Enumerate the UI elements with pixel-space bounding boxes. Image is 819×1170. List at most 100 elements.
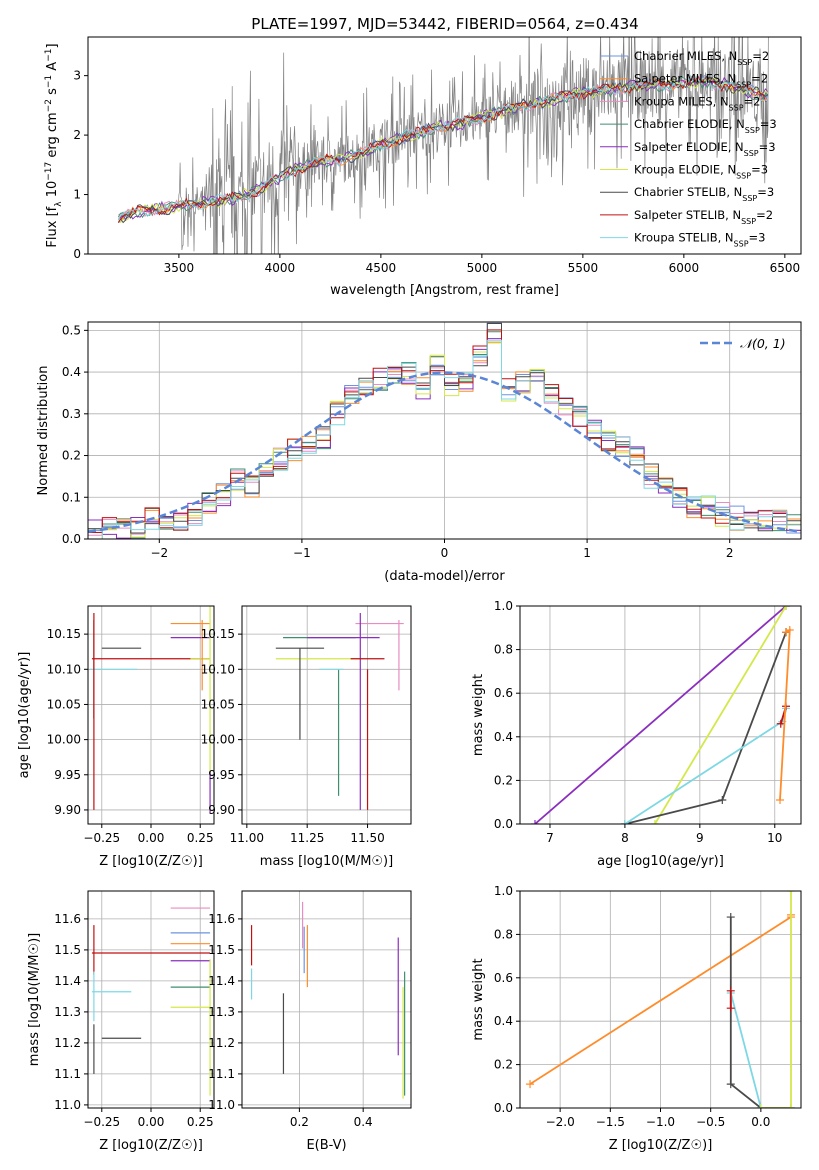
y-tick-label: 0.6 <box>494 971 513 985</box>
x-tick-label: 0.25 <box>187 1115 214 1129</box>
plot-area <box>88 322 801 539</box>
weight-marker <box>726 986 735 995</box>
x-tick-label: 2 <box>726 546 734 560</box>
x-tick-label: 8 <box>621 831 629 845</box>
y-axis-label: Normed distribution <box>36 366 51 496</box>
y-tick-label: 9.95 <box>208 768 235 782</box>
legend-nssp: =2 <box>744 94 761 108</box>
data-spectrum <box>118 37 769 254</box>
mass-vs-ebv-panel: 0.2 0.4 11.0 11.1 11.2 11.3 11.4 11.5 11.6 E(B-V) <box>208 890 412 1153</box>
legend-label: Chabrier STELIB, NSSP=3 <box>634 185 774 203</box>
y-tick-label: 11.4 <box>54 974 81 988</box>
legend-name: Salpeter ELODIE, N <box>634 140 744 154</box>
x-axis-label: Z [log10(Z/Z☉)] <box>609 1138 713 1153</box>
y-tick-label: 11.3 <box>54 1005 81 1019</box>
y-tick-label: 11.0 <box>208 1098 235 1112</box>
legend-sub: SSP <box>745 126 760 135</box>
x-tick-label: 11.25 <box>290 831 324 845</box>
plot-area <box>91 907 211 1096</box>
x-tick-label: 7 <box>546 831 554 845</box>
y-tick-label: 10.05 <box>47 697 81 711</box>
x-tick-label: 11.00 <box>230 831 264 845</box>
weight-line <box>729 992 762 1108</box>
y-tick-label: 2 <box>73 128 81 142</box>
y-tick-label: 10.05 <box>201 697 235 711</box>
x-tick-label: 0 <box>441 546 449 560</box>
legend-nssp: =2 <box>752 49 769 63</box>
weight-marker <box>776 719 785 728</box>
y-tick-label: 10.10 <box>201 662 235 676</box>
y-tick-label: 0.0 <box>494 817 513 831</box>
y-tick-label: 9.90 <box>208 803 235 817</box>
x-axis-label: Z [log10(Z/Z☉)] <box>99 1138 203 1153</box>
mass-vs-metallicity-panel: −0.25 0.00 0.25 11.0 11.1 11.2 11.3 11.4 11.5 11.… <box>27 890 215 1153</box>
legend-label: Salpeter STELIB, NSSP=2 <box>634 208 773 226</box>
weight-marker <box>756 1104 765 1108</box>
weight-vs-age-panel: 7 8 9 10 0.0 0.2 0.4 0.6 0.8 1.0 age [log10(age/yr… <box>471 599 802 869</box>
legend-name: Salpeter STELIB, N <box>634 208 741 222</box>
legend-name: Chabrier STELIB, N <box>634 185 742 199</box>
weight-marker <box>526 1080 535 1089</box>
legend-label: Chabrier MILES, NSSP=2 <box>634 49 769 67</box>
x-tick-label: 4000 <box>265 261 296 275</box>
spectrum-panel: 3500 4000 4500 5000 5500 6000 6500 0 1 2 3 waveleng… <box>44 36 802 298</box>
legend-nssp: =3 <box>760 117 777 131</box>
y-tick-label: 0.2 <box>494 1058 513 1072</box>
legend-sub: SSP <box>734 239 749 248</box>
weight-marker <box>782 628 791 637</box>
x-tick-label: 9 <box>696 831 704 845</box>
age-vs-mass-panel: 11.00 11.25 11.50 9.90 9.95 10.00 10.05 10.10 10… <box>201 605 412 869</box>
y-tick-label: 0.8 <box>494 643 513 657</box>
x-axis-label: wavelength [Angstrom, rest frame] <box>330 283 559 298</box>
legend-name: Kroupa STELIB, N <box>634 231 734 245</box>
legend-nssp: =3 <box>749 231 766 245</box>
y-tick-label: 11.4 <box>208 974 235 988</box>
age-vs-metallicity-panel: −0.25 0.00 0.25 9.90 9.95 10.00 10.05 10.10 10.1… <box>17 605 215 869</box>
y-tick-label: 11.2 <box>54 1036 81 1050</box>
weight-vs-metallicity-panel: −2.0 −1.5 −1.0 −0.5 0.0 0.0 0.2 0.4 0.6 0.8 1.0 Z [… <box>471 884 802 1153</box>
plot-area <box>89 606 211 814</box>
legend-sub: SSP <box>736 80 751 89</box>
legend-nssp: =2 <box>751 72 768 86</box>
legend-sub: SSP <box>737 58 752 67</box>
y-tick-label: 0.4 <box>494 730 513 744</box>
y-axis-label-part: 10 <box>45 181 60 202</box>
y-tick-label: 9.90 <box>54 803 81 817</box>
legend-sub: SSP <box>736 171 751 180</box>
axes-frame <box>87 36 802 255</box>
y-tick-label: 11.6 <box>208 912 235 926</box>
y-tick-label: 10.00 <box>201 733 235 747</box>
y-tick-label: 1 <box>73 188 81 202</box>
y-axis-label: Flux [fλ 10−17 erg cm−2 s−1 A−1] <box>44 43 64 247</box>
x-tick-label: −1 <box>293 546 311 560</box>
legend-label: Chabrier ELODIE, NSSP=3 <box>634 117 777 135</box>
y-tick-label: 11.5 <box>54 943 81 957</box>
x-tick-label: −1.5 <box>596 1115 625 1129</box>
legend-nssp: =3 <box>759 140 776 154</box>
legend-name: Chabrier ELODIE, N <box>634 117 745 131</box>
x-tick-label: 0.4 <box>354 1115 373 1129</box>
y-axis-label-part: −2 <box>44 99 54 112</box>
legend-sub: SSP <box>729 103 744 112</box>
legend-label: 𝒩(0, 1) <box>740 336 786 351</box>
y-tick-label: 11.3 <box>208 1005 235 1019</box>
x-tick-label: 6500 <box>770 261 801 275</box>
x-tick-label: −0.5 <box>696 1115 725 1129</box>
y-tick-label: 11.1 <box>54 1067 81 1081</box>
y-tick-label: 0 <box>73 247 81 261</box>
y-tick-label: 11.2 <box>208 1036 235 1050</box>
y-axis-label-part: −1 <box>44 75 54 88</box>
model-line <box>117 74 769 224</box>
x-tick-label: 5500 <box>568 261 599 275</box>
y-tick-label: 0.4 <box>62 365 81 379</box>
x-tick-label: 4500 <box>366 261 397 275</box>
x-axis-label: age [log10(age/yr)] <box>597 854 724 869</box>
y-axis-label-part: −17 <box>44 162 54 181</box>
legend-nssp: =3 <box>751 163 768 177</box>
legend-sub: SSP <box>741 216 756 225</box>
y-tick-label: 1.0 <box>494 599 513 613</box>
y-axis-label: mass weight <box>471 674 486 756</box>
y-axis-label-part: ] <box>45 43 60 48</box>
x-tick-label: 1 <box>583 546 591 560</box>
